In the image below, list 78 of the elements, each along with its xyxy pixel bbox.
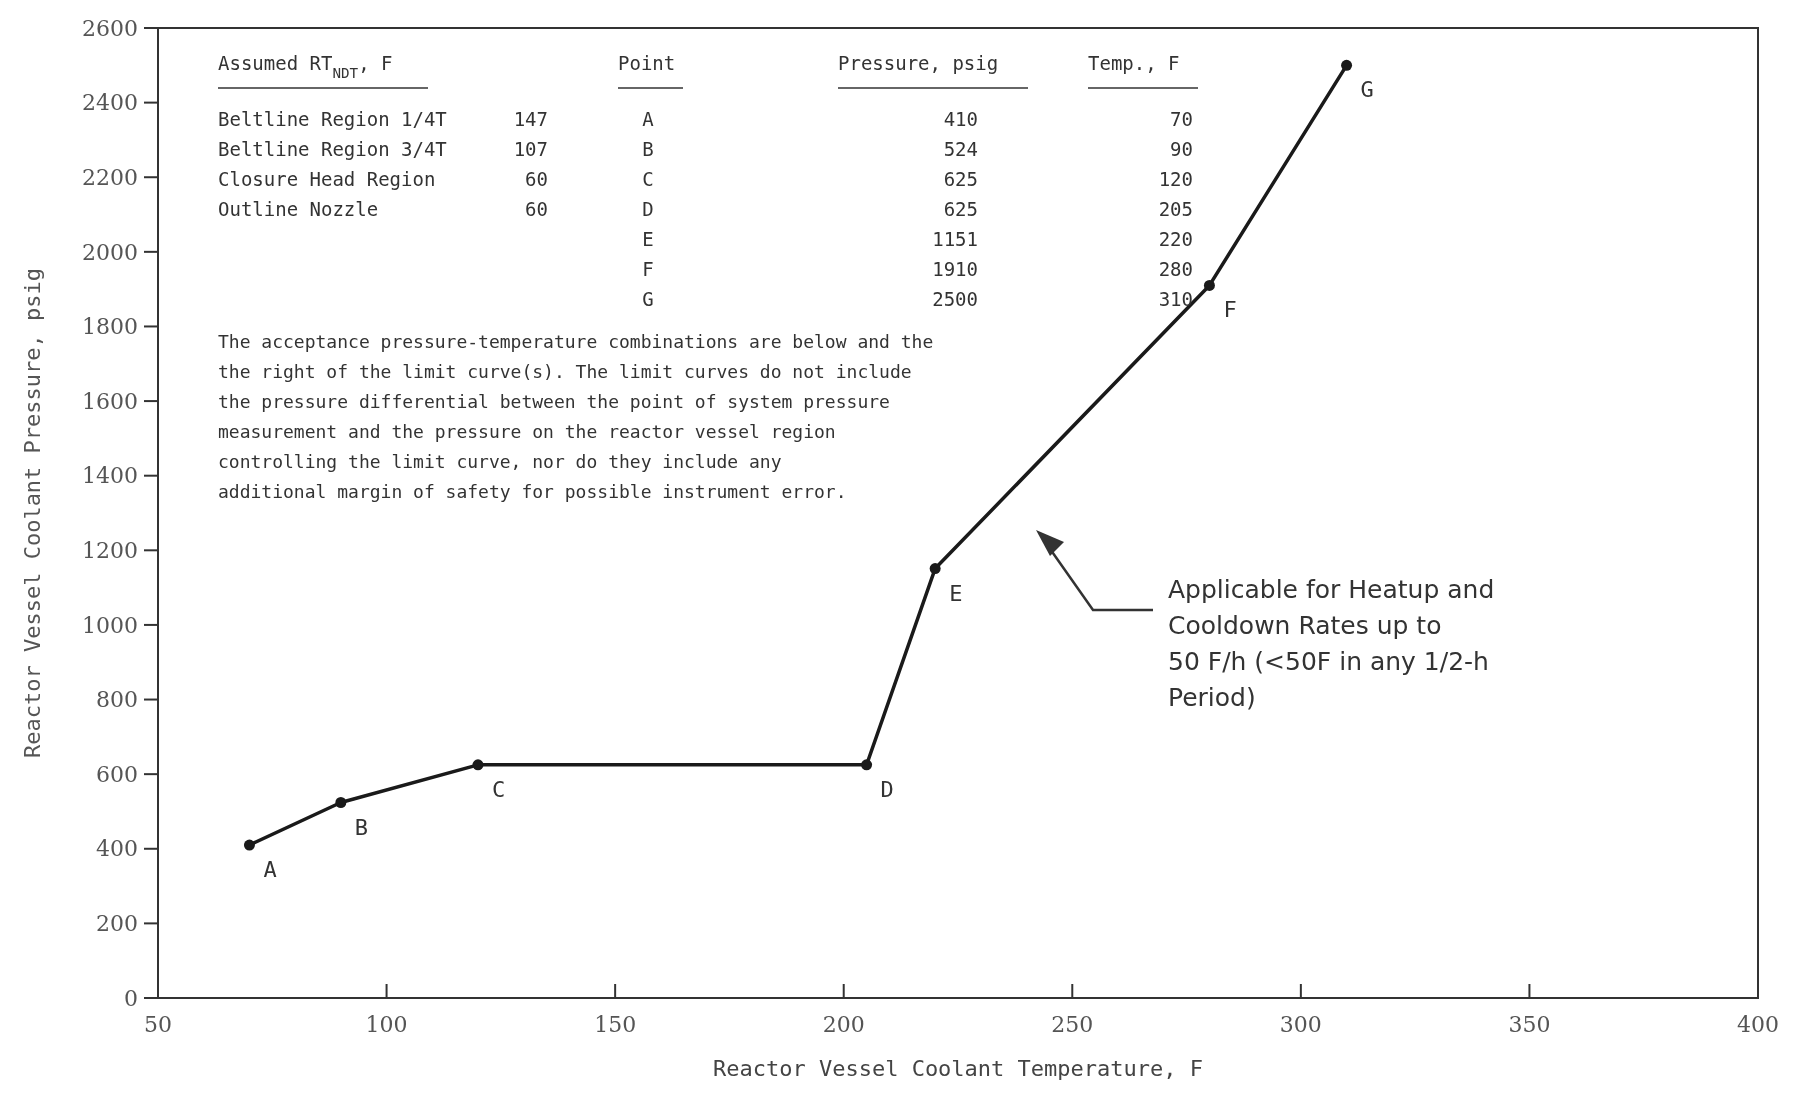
annotation: 280 (1158, 258, 1193, 280)
point (335, 797, 347, 809)
annotation: G (642, 288, 654, 310)
x-tick-label: 250 (1051, 1012, 1094, 1037)
annotation: 60 (525, 168, 548, 190)
y-tick-label: 0 (124, 985, 138, 1011)
x-tick-label: 400 (1737, 1012, 1779, 1037)
y-tick-label: 1000 (82, 612, 138, 638)
annotation: 147 (513, 108, 548, 130)
annotation: 625 (943, 168, 978, 190)
annotation: The acceptance pressure-temperature combinations are below and the (218, 331, 934, 352)
annotation: 310 (1158, 288, 1193, 310)
y-tick-label: 800 (96, 687, 138, 713)
data-label: A (263, 857, 277, 883)
annotation: C (642, 168, 654, 190)
annotation: 107 (513, 138, 548, 160)
point (243, 839, 255, 851)
x-tick-label: 150 (594, 1012, 637, 1037)
y-tick-label: 1200 (82, 538, 138, 564)
annotation: 60 (525, 198, 548, 220)
annotation: Pressure, psig (838, 52, 999, 74)
y-tick-label: 200 (96, 911, 138, 937)
data-label: B (354, 814, 369, 840)
point (861, 759, 873, 771)
annotation: Applicable for Heatup and Cooldown Rates up to 50 F/h (<50F in any 1/2-h Period) (1168, 575, 1495, 712)
annotation: Assumed RT$_{NDT}$, F (218, 52, 393, 81)
point (929, 563, 941, 575)
annotation: the right of the limit curve(s). The limit curves do not include (218, 361, 912, 382)
point (472, 759, 484, 771)
x-tick-label: 100 (365, 1012, 408, 1037)
x-tick-label: 300 (1279, 1012, 1322, 1037)
annotation: Outline Nozzle (218, 198, 379, 220)
annotation: the pressure differential between the point of system pressure (218, 391, 890, 412)
annotation: Point (618, 52, 676, 74)
y-tick-label: 2400 (82, 90, 138, 116)
annotation: 205 (1158, 198, 1193, 220)
annotation: 70 (1170, 108, 1193, 130)
annotation: 90 (1170, 138, 1193, 160)
point (1203, 279, 1215, 291)
annotation: 1151 (932, 228, 978, 250)
y-tick-label: 1600 (82, 388, 138, 414)
annotation: 120 (1158, 168, 1193, 190)
data-label: D (880, 776, 894, 802)
x-tick-label: 350 (1508, 1012, 1551, 1037)
data-label: C (492, 776, 506, 802)
y-tick-label: 2600 (82, 15, 138, 41)
annotation: B (642, 138, 654, 160)
point (1341, 59, 1353, 71)
data-label: E (949, 580, 963, 606)
annotation: D (642, 198, 654, 220)
annotation: controlling the limit curve, nor do they include any (218, 451, 782, 472)
annotation: Temp., F (1088, 52, 1180, 74)
annotation: Beltline Region 3/4T (218, 138, 447, 160)
y-tick-label: 1800 (82, 314, 138, 340)
x-tick-label: 200 (822, 1012, 865, 1037)
annotation: 2500 (932, 288, 978, 310)
annotation: measurement and the pressure on the reactor vessel region (218, 421, 836, 442)
y-tick-label: 1400 (82, 463, 138, 489)
annotation: F (642, 258, 654, 280)
y-tick-label: 400 (96, 836, 138, 862)
annotation: Closure Head Region (218, 168, 436, 190)
data-label: F (1223, 297, 1237, 323)
y-axis-title: Reactor Vessel Coolant Pressure, psig (20, 267, 45, 759)
y-tick-label: 600 (96, 761, 138, 787)
x-axis-title: Reactor Vessel Coolant Temperature, F (712, 1056, 1204, 1081)
annotation: 1910 (932, 258, 978, 280)
y-tick-label: 2000 (82, 239, 138, 265)
annotation: 625 (943, 198, 978, 220)
annotation: A (642, 108, 655, 130)
data-label: G (1360, 77, 1374, 103)
annotation: 524 (943, 138, 978, 160)
annotation: 410 (943, 108, 978, 130)
annotation: Beltline Region 1/4T (218, 108, 447, 130)
annotation: additional margin of safety for possible instrument error. (218, 481, 847, 502)
x-tick-label: 50 (144, 1012, 172, 1037)
y-tick-label: 2200 (82, 164, 138, 190)
annotation: 220 (1158, 228, 1193, 250)
annotation: E (642, 228, 654, 250)
